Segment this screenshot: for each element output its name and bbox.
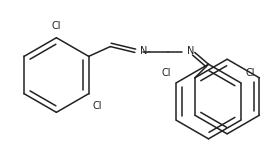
Text: Cl: Cl	[93, 101, 102, 111]
Text: N: N	[187, 47, 194, 56]
Text: Cl: Cl	[52, 21, 61, 31]
Text: Cl: Cl	[246, 68, 255, 78]
Text: N: N	[140, 47, 147, 56]
Text: Cl: Cl	[162, 68, 171, 78]
